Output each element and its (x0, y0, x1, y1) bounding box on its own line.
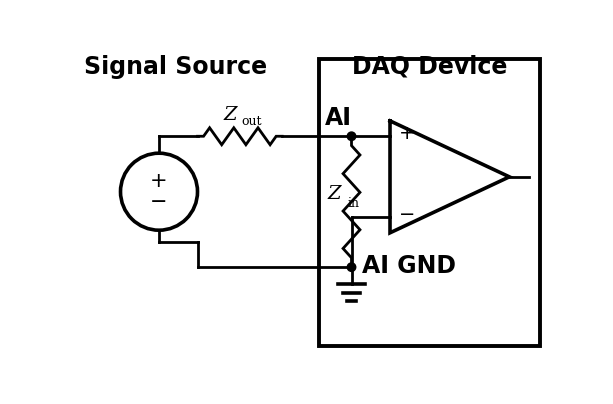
Text: −: − (399, 205, 415, 224)
Text: Z: Z (327, 185, 341, 203)
Bar (319, 59, 540, 346)
Text: +: + (150, 171, 168, 191)
Circle shape (348, 263, 356, 271)
Text: AI: AI (326, 106, 352, 130)
Circle shape (121, 153, 197, 230)
Circle shape (348, 132, 356, 141)
Text: Z: Z (223, 106, 237, 124)
Text: Signal Source: Signal Source (85, 55, 267, 79)
Text: +: + (398, 124, 415, 143)
Text: out: out (242, 115, 262, 128)
Text: in: in (348, 197, 360, 210)
Text: DAQ Device: DAQ Device (352, 55, 508, 79)
Text: −: − (150, 192, 168, 213)
Text: AI GND: AI GND (362, 254, 456, 278)
